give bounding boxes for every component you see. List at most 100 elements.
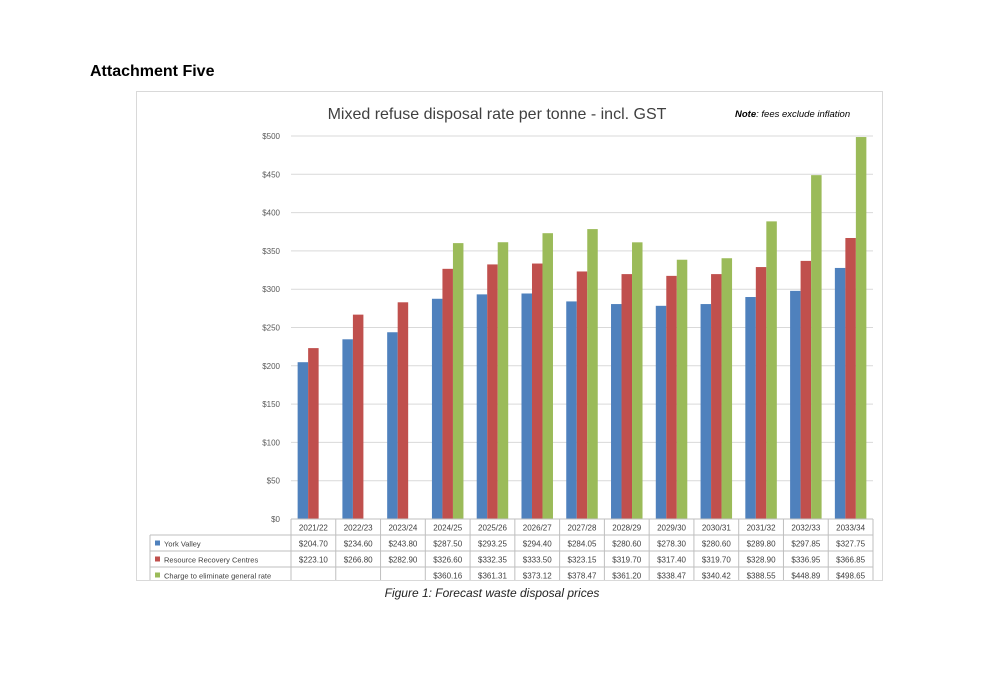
data-label: $378.47: [568, 572, 597, 581]
bar: [452, 243, 464, 520]
bar: [342, 339, 353, 519]
bar: [352, 314, 364, 519]
y-tick-label: $200: [262, 362, 280, 371]
bar: [531, 263, 543, 519]
x-tick-label: 2027/28: [568, 524, 597, 533]
bar: [711, 274, 722, 519]
y-tick-label: $450: [262, 170, 280, 179]
data-label: $388.55: [747, 572, 776, 581]
bar: [845, 237, 856, 519]
data-label: $361.20: [612, 572, 641, 581]
x-tick-label: 2031/32: [747, 524, 776, 533]
chart-title: Mixed refuse disposal rate per tonne - i…: [328, 106, 667, 123]
bar: [745, 297, 756, 519]
data-label: $234.60: [344, 540, 373, 549]
data-label: $280.60: [612, 540, 641, 549]
data-label: $293.25: [478, 540, 507, 549]
legend-entry: Charge to eliminate general rate: [164, 572, 271, 581]
legend-swatch: [155, 556, 160, 562]
data-label: $280.60: [702, 540, 731, 549]
data-label: $266.80: [344, 556, 373, 565]
data-label: $361.31: [478, 572, 507, 581]
bar: [755, 267, 767, 519]
y-tick-label: $100: [262, 438, 280, 447]
y-tick-label: $500: [262, 132, 280, 141]
y-tick-label: $300: [262, 285, 280, 294]
bar: [611, 304, 622, 519]
data-label: $373.12: [523, 572, 552, 581]
data-label: $319.70: [702, 556, 731, 565]
legend-entry: Resource Recovery Centres: [164, 556, 258, 565]
legend-swatch: [155, 540, 160, 546]
x-tick-label: 2021/22: [299, 524, 328, 533]
data-label: $333.50: [523, 556, 552, 565]
data-label: $498.65: [836, 572, 865, 581]
data-label: $319.70: [612, 556, 641, 565]
data-label: $326.60: [433, 556, 462, 565]
bar: [387, 332, 398, 519]
data-label: $204.70: [299, 540, 328, 549]
page-heading: Attachment Five: [90, 63, 215, 80]
data-label: $294.40: [523, 540, 552, 549]
data-label: $360.16: [433, 572, 462, 581]
bar: [542, 233, 553, 520]
bar: [721, 258, 733, 519]
y-tick-label: $350: [262, 247, 280, 256]
bar: [397, 302, 409, 519]
figure-caption: Figure 1: Forecast waste disposal prices: [384, 586, 600, 600]
bar: [655, 305, 667, 519]
data-label: $317.40: [657, 556, 686, 565]
y-tick-label: $150: [262, 400, 280, 409]
bar: [700, 304, 712, 519]
data-label: $278.30: [657, 540, 686, 549]
data-label: $340.42: [702, 572, 731, 581]
chart-note-text: : fees exclude inflation: [756, 109, 850, 120]
bar: [855, 137, 867, 519]
bar: [766, 221, 777, 519]
data-label: $448.89: [791, 572, 820, 581]
x-tick-label: 2032/33: [791, 524, 820, 533]
chart-note: Note: fees exclude inflation: [735, 109, 850, 120]
chart-note-label: Note: [735, 109, 757, 120]
data-label: $297.85: [791, 540, 820, 549]
data-label: $328.90: [747, 556, 776, 565]
bar: [621, 274, 633, 519]
x-tick-label: 2026/27: [523, 524, 552, 533]
bar: [632, 242, 643, 519]
bar: [587, 229, 598, 519]
data-label: $282.90: [388, 556, 417, 565]
bar: [676, 259, 688, 519]
bar: [790, 290, 801, 519]
bar: [566, 301, 577, 519]
bar: [521, 293, 532, 519]
bar: [497, 242, 509, 519]
bar: [487, 264, 498, 519]
bar: [800, 260, 812, 519]
data-label: $327.75: [836, 540, 865, 549]
x-tick-label: 2033/34: [836, 524, 865, 533]
x-tick-label: 2025/26: [478, 524, 507, 533]
y-tick-label: $50: [267, 477, 281, 486]
x-tick-label: 2023/24: [388, 524, 417, 533]
data-label: $289.80: [747, 540, 776, 549]
x-tick-label: 2029/30: [657, 524, 686, 533]
data-label: $223.10: [299, 556, 328, 565]
data-label: $332.35: [478, 556, 507, 565]
x-tick-label: 2030/31: [702, 524, 731, 533]
legend-entry: York Valley: [164, 540, 201, 549]
bar: [576, 271, 588, 519]
legend-swatch: [155, 572, 160, 578]
bar: [666, 275, 677, 519]
bar: [811, 175, 822, 519]
y-tick-label: $400: [262, 209, 280, 218]
y-tick-label: $250: [262, 324, 280, 333]
data-label: $287.50: [433, 540, 462, 549]
bar: [442, 268, 453, 519]
bar: [431, 298, 443, 519]
data-label: $243.80: [388, 540, 417, 549]
x-tick-label: 2024/25: [433, 524, 462, 533]
y-tick-label: $0: [271, 515, 280, 524]
data-label: $338.47: [657, 572, 686, 581]
x-tick-label: 2022/23: [344, 524, 373, 533]
chart: Mixed refuse disposal rate per tonne - i…: [149, 106, 874, 581]
